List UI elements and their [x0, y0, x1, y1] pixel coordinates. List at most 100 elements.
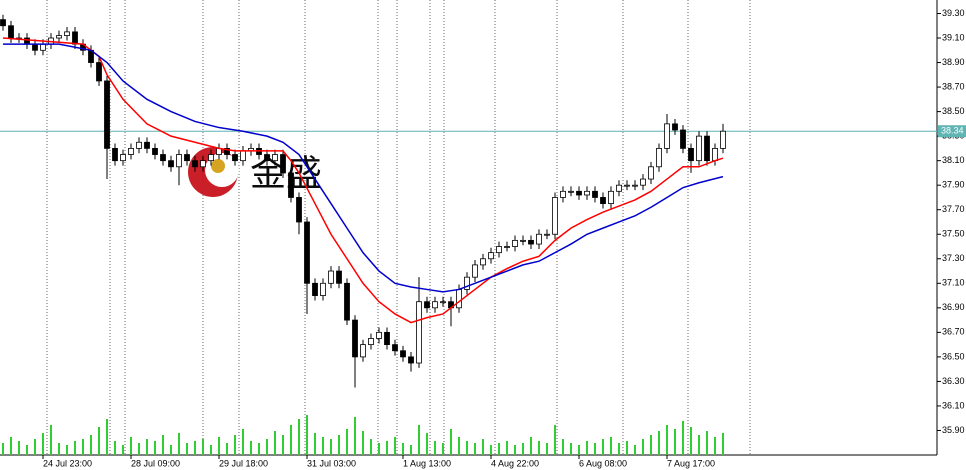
volume-bar — [466, 441, 468, 455]
volume-bar — [490, 445, 492, 455]
price-label: 38.34 — [941, 126, 964, 136]
volume-bar — [154, 441, 156, 455]
candle-body — [344, 282, 350, 321]
candle-body — [488, 252, 494, 260]
volume-bar — [330, 439, 332, 455]
volume-bar — [18, 441, 20, 455]
volume-bar — [362, 431, 364, 455]
candle-body — [240, 150, 246, 162]
volume-bar — [114, 441, 116, 455]
volume-bar — [578, 445, 580, 455]
candle-body — [160, 154, 166, 162]
volume-bar — [98, 427, 100, 455]
volume-bar — [90, 435, 92, 455]
y-tick-label: 38.70 — [942, 81, 965, 91]
candle-body — [496, 246, 502, 254]
volume-bar — [618, 443, 620, 455]
candle-body — [472, 264, 478, 278]
volume-bar — [122, 445, 124, 455]
volume-bar — [130, 437, 132, 455]
candle-body — [96, 62, 102, 82]
volume-bar — [386, 441, 388, 455]
volume-bar — [706, 431, 708, 455]
volume-bar — [658, 431, 660, 455]
y-tick-label: 38.10 — [942, 155, 965, 165]
volume-bar — [634, 445, 636, 455]
volume-bar — [418, 425, 420, 455]
candle-body — [720, 130, 726, 149]
y-tick-label: 37.30 — [942, 253, 965, 263]
volume-bar — [338, 435, 340, 455]
y-tick-label: 37.90 — [942, 180, 965, 190]
y-tick-label: 39.10 — [942, 32, 965, 42]
candle-body — [440, 301, 446, 304]
candle-body — [320, 282, 326, 296]
candle-body — [264, 154, 270, 162]
candle-body — [624, 184, 630, 187]
x-tick-label: 6 Aug 08:00 — [579, 458, 627, 468]
candle-body — [368, 338, 374, 346]
candle-body — [296, 197, 302, 223]
volume-bar — [274, 431, 276, 455]
volume-bar — [546, 443, 548, 455]
volume-bar — [698, 435, 700, 455]
volume-bar — [522, 443, 524, 455]
volume-bar — [306, 415, 308, 455]
watermark-text: 金盛 — [250, 153, 322, 194]
candle-body — [480, 258, 486, 266]
candle-body — [408, 356, 414, 364]
volume-bar — [482, 439, 484, 455]
volume-bar — [58, 443, 60, 455]
y-tick-label: 38.50 — [942, 106, 965, 116]
candle-body — [128, 147, 134, 155]
volume-bar — [402, 443, 404, 455]
candle-body — [432, 301, 438, 309]
candle-body — [192, 160, 198, 168]
candle-body — [576, 190, 582, 196]
candle-body — [336, 270, 342, 284]
candle-body — [568, 190, 574, 193]
candle-body — [0, 19, 6, 27]
candle-body — [640, 178, 646, 186]
x-tick-label: 24 Jul 23:00 — [43, 458, 92, 468]
volume-bar — [322, 437, 324, 455]
candle-body — [168, 160, 174, 168]
candle-body — [144, 141, 150, 149]
candle-body — [104, 80, 110, 149]
volume-bar — [178, 433, 180, 455]
candle-body — [392, 344, 398, 352]
volume-bar — [642, 439, 644, 455]
candle-body — [672, 123, 678, 131]
candle-body — [32, 43, 38, 51]
candle-body — [592, 190, 598, 198]
volume-bar — [514, 445, 516, 455]
candle-body — [24, 37, 30, 45]
candle-body — [224, 147, 230, 155]
candle-body — [584, 190, 590, 196]
volume-bar — [498, 443, 500, 455]
volume-bar — [74, 441, 76, 455]
candle-body — [600, 197, 606, 204]
y-tick-label: 37.10 — [942, 278, 965, 288]
candle-body — [56, 35, 62, 39]
candle-body — [64, 31, 70, 36]
candle-body — [536, 233, 542, 245]
candle-body — [680, 129, 686, 149]
candle-body — [520, 239, 526, 242]
x-tick-label: 1 Aug 13:00 — [403, 458, 451, 468]
volume-bar — [66, 445, 68, 455]
candle-body — [328, 270, 334, 284]
volume-bar — [394, 437, 396, 455]
candle-body — [360, 344, 366, 358]
y-tick-label: 36.90 — [942, 302, 965, 312]
candle-body — [176, 154, 182, 168]
volume-bar — [722, 433, 724, 455]
volume-bar — [602, 439, 604, 455]
volume-bar — [82, 439, 84, 455]
volume-bar — [626, 441, 628, 455]
volume-bar — [442, 443, 444, 455]
candle-body — [664, 123, 670, 149]
volume-bar — [298, 419, 300, 455]
candle-body — [560, 190, 566, 198]
volume-bar — [594, 443, 596, 455]
